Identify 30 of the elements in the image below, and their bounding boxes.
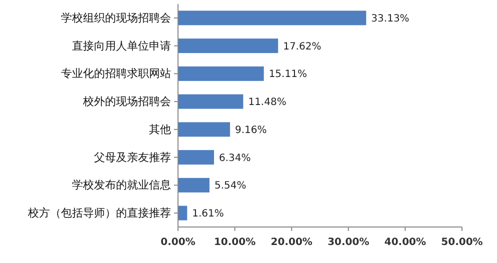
data-label: 17.62%	[283, 41, 322, 52]
y-tick-label: 校方（包括导师）的直接推荐	[27, 206, 171, 220]
y-tick-label: 校外的现场招聘会	[82, 95, 171, 108]
bar	[178, 206, 188, 220]
x-tick-label: 10.00%	[214, 237, 256, 248]
data-label: 1.61%	[192, 208, 224, 220]
data-label: 15.11%	[268, 69, 307, 80]
y-tick-label: 父母及亲友推荐	[94, 150, 171, 164]
y-tick-label: 学校组织的现场招聘会	[61, 11, 171, 24]
x-tick-label: 30.00%	[328, 237, 370, 248]
bar	[178, 122, 230, 137]
bar	[178, 94, 244, 109]
y-tick-label: 直接向用人单位申请	[72, 39, 171, 52]
x-tick-label: 40.00%	[384, 237, 426, 248]
bar	[178, 178, 210, 192]
data-label: 5.54%	[214, 180, 246, 192]
bar	[178, 66, 264, 81]
data-label: 11.48%	[248, 97, 286, 108]
bar	[178, 38, 278, 54]
y-tick-label: 其他	[149, 122, 171, 136]
x-tick-label: 0.00%	[160, 237, 196, 248]
data-label: 6.34%	[219, 152, 251, 164]
y-tick-label: 专业化的招聘求职网站	[61, 67, 171, 80]
bar	[178, 10, 366, 26]
y-tick-label: 学校发布的就业信息	[72, 178, 171, 192]
bar	[178, 150, 214, 165]
data-label: 9.16%	[235, 124, 267, 136]
x-tick-label: 50.00%	[441, 237, 483, 248]
x-tick-label: 20.00%	[270, 237, 312, 248]
data-label: 33.13%	[371, 13, 410, 24]
